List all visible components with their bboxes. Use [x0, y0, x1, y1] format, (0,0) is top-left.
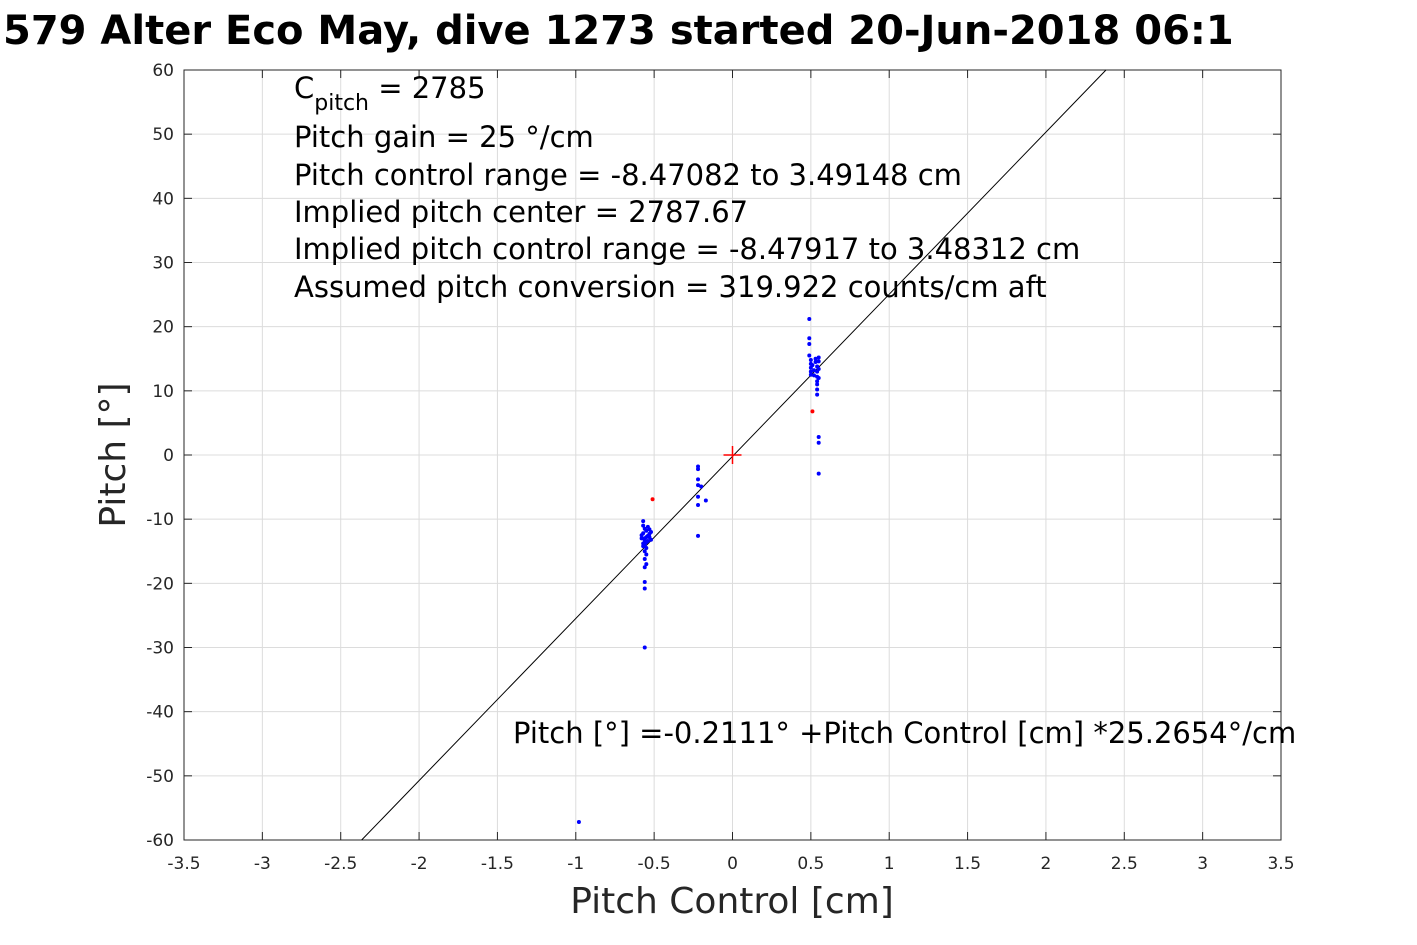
x-tick-label: -2.5 [324, 854, 357, 874]
y-tick-label: 40 [152, 189, 174, 209]
data-point [639, 536, 644, 541]
data-point [815, 382, 820, 387]
y-axis-label: Pitch [°] [93, 382, 134, 527]
y-tick-label: 0 [163, 446, 174, 466]
data-points [576, 316, 821, 825]
data-point [696, 477, 701, 482]
data-point [642, 556, 647, 561]
fit-equation-annotation: Pitch [°] =-0.2111° +Pitch Control [cm] … [513, 716, 1296, 750]
data-point [807, 316, 812, 321]
data-point [816, 435, 821, 440]
y-tick-label: 10 [152, 382, 174, 402]
y-tick-label: -50 [146, 767, 174, 787]
data-point [649, 537, 654, 542]
data-point [816, 355, 821, 360]
x-tick-label: -2 [411, 854, 428, 874]
data-point [807, 341, 812, 346]
data-point [645, 538, 650, 543]
grid [184, 70, 1281, 840]
x-tick-label: 0.5 [797, 854, 824, 874]
x-tick-label: 3.5 [1267, 854, 1294, 874]
y-tick-label: -20 [146, 574, 174, 594]
c-pitch-base: C [294, 71, 314, 105]
y-axis-ticks: -60 -50 -40 -30 -20 -10 0 10 20 30 40 50 60 [146, 61, 1281, 851]
chart-title: 579 Alter Eco May, dive 1273 started 20-… [3, 8, 1234, 54]
data-point [816, 367, 821, 372]
data-point [641, 519, 646, 524]
data-point [808, 369, 813, 374]
c-pitch-annotation: Cpitch = 2785 [294, 71, 486, 116]
x-tick-label: -3.5 [167, 854, 200, 874]
c-pitch-value: = 2785 [369, 71, 486, 105]
data-point [811, 373, 816, 378]
data-point [642, 586, 647, 591]
x-axis-ticks: -3.5 -3 -2.5 -2 -1.5 -1 -0.5 0 0.5 1 1.5 2 2.5 3 3.5 [167, 70, 1295, 874]
data-point [696, 483, 701, 488]
y-tick-label: -10 [146, 510, 174, 530]
data-point [650, 497, 655, 502]
y-tick-label: -30 [146, 639, 174, 659]
data-point [807, 336, 812, 341]
data-point [816, 471, 821, 476]
y-tick-label: 30 [152, 254, 174, 274]
center-marker-layer [723, 446, 742, 464]
data-point [576, 820, 581, 825]
pitch-gain-annotation: Pitch gain = 25 °/cm [294, 120, 594, 154]
data-point [696, 533, 701, 538]
data-point [703, 498, 708, 503]
data-point [644, 528, 649, 533]
y-tick-label: -40 [146, 703, 174, 723]
data-point [811, 368, 816, 373]
x-tick-label: 1 [884, 854, 895, 874]
data-point [696, 494, 701, 499]
data-point [816, 376, 821, 380]
data-point [641, 541, 646, 546]
data-point [644, 552, 649, 557]
data-point [642, 549, 647, 554]
implied-pitch-center-annotation: Implied pitch center = 2787.67 [294, 195, 748, 229]
x-tick-label: 1.5 [954, 854, 981, 874]
x-tick-label: 2 [1041, 854, 1052, 874]
data-point [815, 379, 820, 384]
x-tick-label: -1 [567, 854, 584, 874]
data-point [642, 645, 647, 650]
data-point [644, 546, 649, 551]
x-tick-label: 3 [1197, 854, 1208, 874]
data-point [699, 484, 704, 489]
data-point [644, 562, 649, 567]
data-point [642, 580, 647, 585]
calibration-annotations: Cpitch = 2785 Pitch gain = 25 °/cm Pitch… [294, 71, 1080, 304]
implied-pitch-range-annotation: Implied pitch control range = -8.47917 t… [294, 232, 1080, 266]
x-tick-label: -1.5 [481, 854, 514, 874]
x-tick-label: -3 [254, 854, 271, 874]
data-point [808, 372, 813, 377]
data-point [815, 392, 820, 397]
y-tick-label: 20 [152, 318, 174, 338]
data-point [816, 440, 821, 445]
x-tick-label: 2.5 [1111, 854, 1138, 874]
c-pitch-subscript: pitch [314, 91, 369, 116]
data-point [696, 503, 701, 508]
data-point [639, 533, 644, 538]
data-point [807, 353, 812, 358]
data-point [642, 565, 647, 570]
data-point [808, 358, 813, 363]
pitch-conversion-annotation: Assumed pitch conversion = 319.922 count… [294, 270, 1047, 304]
data-point [815, 387, 820, 392]
x-tick-label: 0 [727, 854, 738, 874]
data-point [810, 409, 815, 414]
data-point [813, 356, 818, 361]
data-point [810, 363, 815, 368]
data-point [813, 359, 818, 364]
data-point [641, 523, 646, 528]
pitch-control-range-annotation: Pitch control range = -8.47082 to 3.4914… [294, 158, 962, 192]
y-tick-label: 60 [152, 61, 174, 81]
x-tick-label: -0.5 [638, 854, 671, 874]
y-tick-label: 50 [152, 125, 174, 145]
data-point [816, 359, 821, 364]
y-tick-label: -60 [146, 831, 174, 851]
data-point [696, 467, 701, 472]
x-axis-label: Pitch Control [cm] [570, 881, 894, 922]
